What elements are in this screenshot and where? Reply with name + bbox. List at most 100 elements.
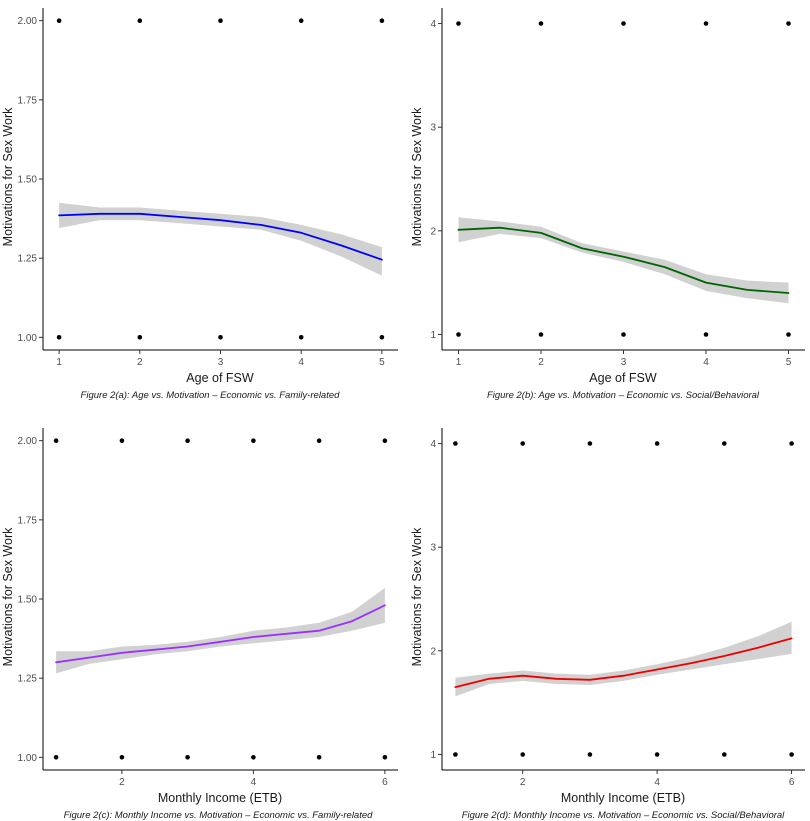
panel-2d-data-point <box>587 441 593 446</box>
panel-2b-data-point <box>703 21 709 26</box>
panel-2c-x-tick-label: 6 <box>382 777 388 788</box>
panel-2d-data-point <box>789 441 794 446</box>
panel-2d-data-point <box>587 752 593 757</box>
panel-2b-data-point <box>703 332 709 337</box>
panel-2a-data-point <box>137 18 143 24</box>
panel-2c-y-tick-label: 2.00 <box>18 436 38 447</box>
panel-2b-y-tick-label: 4 <box>430 19 436 30</box>
panel-2a-caption: Figure 2(a): Age vs. Motivation – Econom… <box>81 390 341 401</box>
panel-2a-data-point <box>298 335 304 340</box>
panel-2a-confidence-band <box>59 202 382 276</box>
panel-2a-x-tick-label: 2 <box>137 357 143 368</box>
panel-2b-data-point <box>621 21 626 26</box>
panel-2d: Motivations for Sex Work Monthly Income … <box>410 428 805 821</box>
panel-2b-data-point <box>456 21 461 26</box>
panel-2d-data-point <box>520 441 525 446</box>
panel-2b-smooth-line <box>457 226 790 294</box>
panel-2a-smooth-line <box>58 212 383 261</box>
panel-2a-data-point <box>218 335 223 340</box>
panel-2c-y-tick-label: 1.75 <box>18 515 38 526</box>
panel-2c-data-point <box>185 755 190 760</box>
panel-2c-data-point <box>53 755 59 760</box>
panel-2a-y-tick-label: 2.00 <box>18 16 38 27</box>
panel-2c-data-point <box>382 755 388 760</box>
panel-2d-xlabel: Monthly Income (ETB) <box>561 791 685 805</box>
panel-2d-y-tick-label: 1 <box>430 750 436 761</box>
panel-2a-y-tick-label: 1.50 <box>18 175 38 186</box>
panel-2a-data-point <box>379 18 385 24</box>
panel-2b-data-point <box>786 21 791 26</box>
panel-2b-data-point <box>538 21 544 26</box>
panel-2a-y-tick-label: 1.75 <box>18 95 38 106</box>
panel-2a-x-tick-label: 1 <box>56 357 62 368</box>
panel-2a-x-tick-label: 4 <box>298 357 304 368</box>
panel-2a-data-point <box>298 18 304 24</box>
panel-2d-ylabel: Motivations for Sex Work <box>410 527 424 666</box>
panel-2d-x-tick-label: 2 <box>520 777 526 788</box>
panel-2b-data-point <box>456 332 461 337</box>
panel-2c: Motivations for Sex Work Monthly Income … <box>1 428 398 821</box>
panel-2d-caption: Figure 2(d): Monthly Income vs. Motivati… <box>462 810 785 821</box>
panel-2b-x-tick-label: 2 <box>538 357 544 368</box>
panel-2d-smooth-line <box>454 637 793 688</box>
panel-2c-data-point <box>382 438 388 444</box>
panel-2a-xlabel: Age of FSW <box>186 371 254 385</box>
panel-2b-data-point <box>786 332 791 337</box>
panel-2c-data-point <box>53 438 59 444</box>
panel-2b-data-point <box>538 332 544 337</box>
panel-2a: Motivations for Sex Work Age of FSW Figu… <box>1 8 398 401</box>
panel-2d-y-tick-label: 4 <box>430 439 436 450</box>
panel-2a-y-tick-label: 1.25 <box>18 254 38 265</box>
panel-2a-data-point <box>379 335 385 340</box>
panel-2b-x-tick-label: 4 <box>703 357 709 368</box>
panel-2b-x-tick-label: 5 <box>786 357 792 368</box>
panel-2d-data-point <box>520 752 525 757</box>
panel-2c-data-point <box>316 438 322 444</box>
panel-2b-x-tick-label: 3 <box>621 357 627 368</box>
panel-2d-data-point <box>453 752 458 757</box>
panel-2a-y-tick-label: 1.00 <box>18 333 38 344</box>
panel-2c-data-point <box>119 438 125 444</box>
panel-2a-ylabel: Motivations for Sex Work <box>1 107 15 246</box>
panel-2d-x-tick-label: 6 <box>789 777 795 788</box>
panel-2d-data-point <box>789 752 794 757</box>
panel-2c-y-tick-label: 1.00 <box>18 753 38 764</box>
panel-2c-data-point <box>316 755 322 760</box>
panel-2a-data-point <box>56 335 62 340</box>
panel-2b-y-tick-label: 2 <box>430 226 436 237</box>
panel-2b-x-tick-label: 1 <box>456 357 462 368</box>
panel-2c-caption: Figure 2(c): Monthly Income vs. Motivati… <box>64 810 374 821</box>
panel-2d-data-point <box>654 752 660 757</box>
panel-2c-data-point <box>119 755 125 760</box>
panel-2a-x-tick-label: 3 <box>218 357 224 368</box>
panel-2c-y-tick-label: 1.50 <box>18 595 38 606</box>
panel-2b: Motivations for Sex Work Age of FSW Figu… <box>410 8 805 401</box>
panel-2d-y-tick-label: 3 <box>430 543 436 554</box>
panel-2b-data-point <box>621 332 626 337</box>
panel-2c-xlabel: Monthly Income (ETB) <box>158 791 282 805</box>
panel-2c-ylabel: Motivations for Sex Work <box>1 527 15 666</box>
panel-2c-y-tick-label: 1.25 <box>18 674 38 685</box>
panel-2a-x-tick-label: 5 <box>379 357 385 368</box>
panel-2c-data-point <box>251 755 256 760</box>
panel-2a-data-point <box>218 18 223 24</box>
panel-2b-caption: Figure 2(b): Age vs. Motivation – Econom… <box>487 390 760 401</box>
panel-2b-xlabel: Age of FSW <box>589 371 657 385</box>
panel-2c-x-tick-label: 2 <box>119 777 125 788</box>
panel-2d-y-tick-label: 2 <box>430 646 436 657</box>
panel-2b-ylabel: Motivations for Sex Work <box>410 107 424 246</box>
panel-2b-y-tick-label: 3 <box>430 123 436 134</box>
panel-2d-data-point <box>722 441 727 446</box>
panel-2c-x-tick-label: 4 <box>251 777 257 788</box>
panel-2c-smooth-line <box>55 604 386 664</box>
panel-2d-x-tick-label: 4 <box>654 777 660 788</box>
panel-2b-y-tick-label: 1 <box>430 330 436 341</box>
panel-2c-data-point <box>251 438 256 444</box>
panel-2d-data-point <box>453 441 458 446</box>
panel-2a-data-point <box>137 335 143 340</box>
panel-2c-data-point <box>185 438 190 444</box>
panel-2d-data-point <box>722 752 727 757</box>
panel-2a-data-point <box>56 18 62 24</box>
